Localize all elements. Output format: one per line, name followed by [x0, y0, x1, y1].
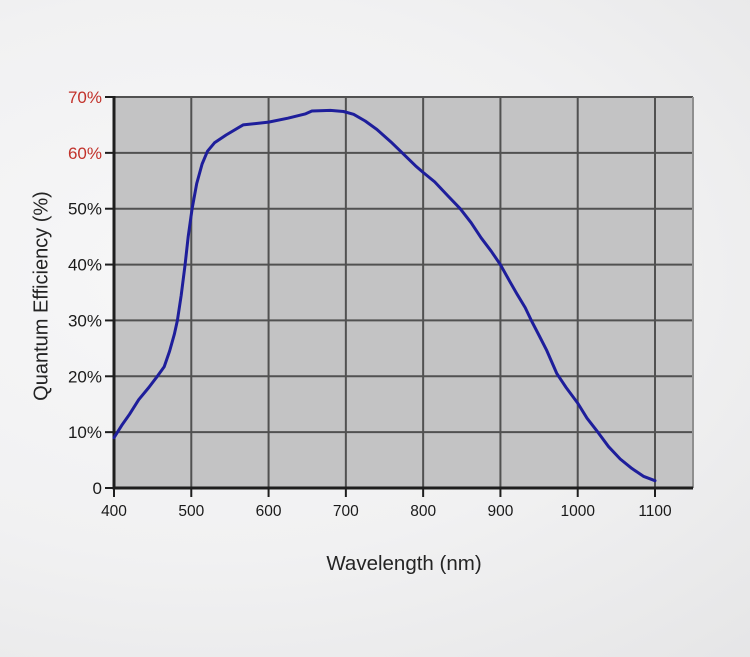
x-tick-label: 700 [333, 503, 359, 520]
x-axis-title: Wavelength (nm) [326, 552, 482, 575]
y-tick-label: 0 [93, 479, 102, 498]
y-axis-title: Quantum Efficiency (%) [30, 191, 53, 401]
y-tick-label: 50% [68, 200, 102, 219]
y-tick-label: 60% [68, 144, 102, 163]
y-tick-label: 70% [68, 88, 102, 107]
x-tick-label: 900 [487, 503, 513, 520]
x-tick-label: 1100 [638, 503, 672, 520]
x-tick-label: 600 [256, 503, 282, 520]
y-tick-label: 40% [68, 256, 102, 275]
x-tick-label: 500 [178, 503, 204, 520]
qe-curve [112, 108, 657, 483]
y-tick-label: 20% [68, 367, 102, 386]
y-tick-label: 10% [68, 423, 102, 442]
x-tick-label: 800 [410, 503, 436, 520]
x-tick-label: 400 [101, 503, 127, 520]
plot-area [114, 97, 693, 488]
y-tick-label: 30% [68, 311, 102, 330]
x-tick-label: 1000 [560, 503, 595, 520]
